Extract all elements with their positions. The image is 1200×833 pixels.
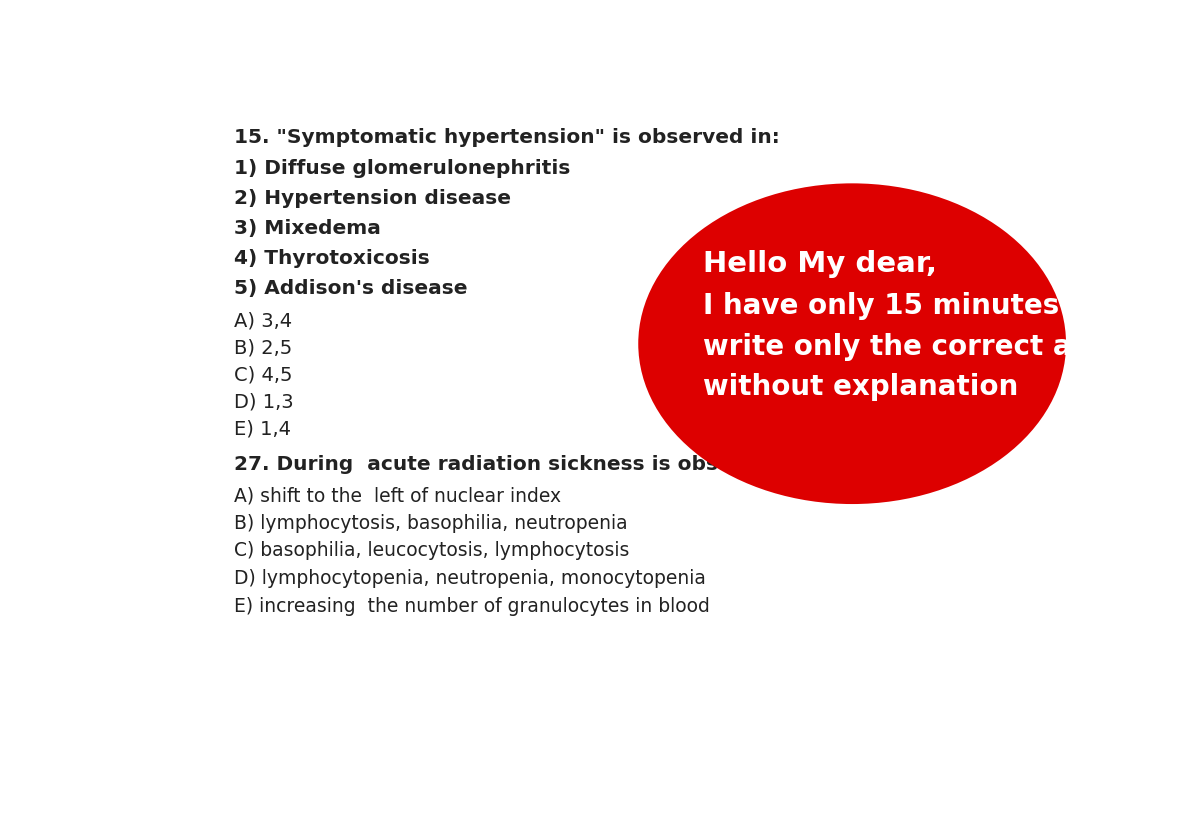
Text: C) basophilia, leucocytosis, lymphocytosis: C) basophilia, leucocytosis, lymphocytos… xyxy=(234,541,629,561)
Text: 1) Diffuse glomerulonephritis: 1) Diffuse glomerulonephritis xyxy=(234,159,570,178)
Text: E) increasing  the number of granulocytes in blood: E) increasing the number of granulocytes… xyxy=(234,596,709,616)
Text: write only the correct answer: write only the correct answer xyxy=(703,333,1166,361)
Text: A) shift to the  left of nuclear index: A) shift to the left of nuclear index xyxy=(234,486,560,505)
Text: A) 3,4: A) 3,4 xyxy=(234,312,292,331)
Text: 4) Thyrotoxicosis: 4) Thyrotoxicosis xyxy=(234,249,430,268)
Text: Hello My dear,: Hello My dear, xyxy=(703,250,937,277)
Text: 2) Hypertension disease: 2) Hypertension disease xyxy=(234,188,511,207)
Text: 3) Mixedema: 3) Mixedema xyxy=(234,219,380,237)
Text: E) 1,4: E) 1,4 xyxy=(234,420,290,438)
Text: I have only 15 minutes Please: I have only 15 minutes Please xyxy=(703,292,1172,321)
Text: D) lymphocytopenia, neutropenia, monocytopenia: D) lymphocytopenia, neutropenia, monocyt… xyxy=(234,569,706,588)
Text: 27. During  acute radiation sickness is observed:: 27. During acute radiation sickness is o… xyxy=(234,455,791,474)
Text: without explanation: without explanation xyxy=(703,373,1019,402)
Text: D) 1,3: D) 1,3 xyxy=(234,392,293,412)
Text: B) lymphocytosis, basophilia, neutropenia: B) lymphocytosis, basophilia, neutropeni… xyxy=(234,514,628,533)
Text: 5) Addison's disease: 5) Addison's disease xyxy=(234,279,467,298)
Ellipse shape xyxy=(638,183,1066,504)
Text: 15. "Symptomatic hypertension" is observed in:: 15. "Symptomatic hypertension" is observ… xyxy=(234,127,780,147)
Text: B) 2,5: B) 2,5 xyxy=(234,339,292,357)
Text: C) 4,5: C) 4,5 xyxy=(234,366,293,385)
